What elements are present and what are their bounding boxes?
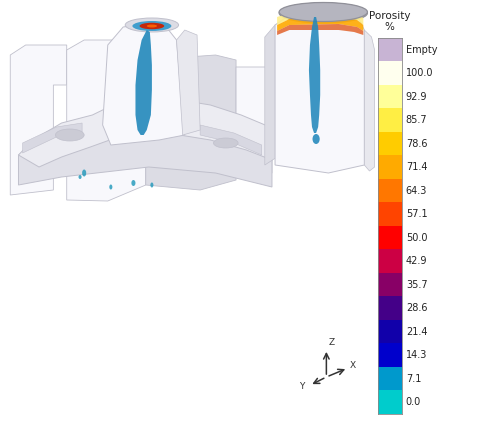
Text: X: X xyxy=(350,361,356,370)
Polygon shape xyxy=(10,45,66,195)
Ellipse shape xyxy=(279,3,368,23)
Bar xyxy=(378,38,402,61)
Ellipse shape xyxy=(214,138,238,148)
Polygon shape xyxy=(200,125,262,155)
Ellipse shape xyxy=(125,18,178,32)
Ellipse shape xyxy=(56,129,84,141)
Bar xyxy=(378,390,402,414)
Polygon shape xyxy=(236,67,272,180)
Bar xyxy=(378,108,402,132)
Bar xyxy=(378,249,402,273)
Polygon shape xyxy=(277,10,364,25)
Text: 100.0: 100.0 xyxy=(406,68,433,78)
Text: Empty: Empty xyxy=(406,44,438,55)
Text: 35.7: 35.7 xyxy=(406,279,427,290)
Polygon shape xyxy=(66,40,146,201)
Text: 64.3: 64.3 xyxy=(406,186,427,196)
Bar xyxy=(378,155,402,179)
Text: 85.7: 85.7 xyxy=(406,115,427,125)
Ellipse shape xyxy=(110,185,112,190)
Bar xyxy=(378,179,402,202)
Polygon shape xyxy=(102,23,184,145)
Bar xyxy=(378,202,402,226)
Text: 28.6: 28.6 xyxy=(406,303,427,313)
Polygon shape xyxy=(108,87,180,105)
Ellipse shape xyxy=(312,134,320,144)
Text: Y: Y xyxy=(300,382,305,392)
Bar xyxy=(378,273,402,296)
Ellipse shape xyxy=(140,23,164,29)
Polygon shape xyxy=(309,17,320,133)
Text: %: % xyxy=(384,22,394,32)
Ellipse shape xyxy=(150,182,154,187)
Ellipse shape xyxy=(132,180,136,186)
Text: 50.0: 50.0 xyxy=(406,233,427,243)
Text: Porosity: Porosity xyxy=(369,11,410,21)
Polygon shape xyxy=(176,30,200,135)
Polygon shape xyxy=(136,30,152,135)
Polygon shape xyxy=(265,25,277,165)
Bar xyxy=(378,320,402,344)
Bar xyxy=(378,61,402,85)
Bar xyxy=(378,367,402,390)
Polygon shape xyxy=(277,24,364,35)
Polygon shape xyxy=(146,55,236,190)
Ellipse shape xyxy=(78,175,82,179)
Ellipse shape xyxy=(132,21,172,31)
Text: Z: Z xyxy=(328,338,334,347)
Text: 7.1: 7.1 xyxy=(406,374,421,384)
Text: 14.3: 14.3 xyxy=(406,350,427,360)
Ellipse shape xyxy=(82,170,86,177)
Ellipse shape xyxy=(147,24,157,28)
Text: 92.9: 92.9 xyxy=(406,92,427,101)
Bar xyxy=(378,226,402,249)
Polygon shape xyxy=(18,110,272,187)
Polygon shape xyxy=(22,123,82,153)
Ellipse shape xyxy=(279,3,368,21)
Polygon shape xyxy=(364,30,374,171)
Text: 21.4: 21.4 xyxy=(406,327,427,336)
Text: 42.9: 42.9 xyxy=(406,256,427,266)
Bar xyxy=(378,132,402,155)
Text: 78.6: 78.6 xyxy=(406,138,427,149)
Bar xyxy=(378,296,402,320)
Ellipse shape xyxy=(138,116,160,125)
Text: 57.1: 57.1 xyxy=(406,209,427,219)
Polygon shape xyxy=(18,97,272,167)
Bar xyxy=(378,344,402,367)
Bar xyxy=(378,85,402,108)
Polygon shape xyxy=(277,17,364,31)
Text: 71.4: 71.4 xyxy=(406,162,427,172)
Polygon shape xyxy=(275,11,364,173)
Text: 0.0: 0.0 xyxy=(406,397,421,407)
